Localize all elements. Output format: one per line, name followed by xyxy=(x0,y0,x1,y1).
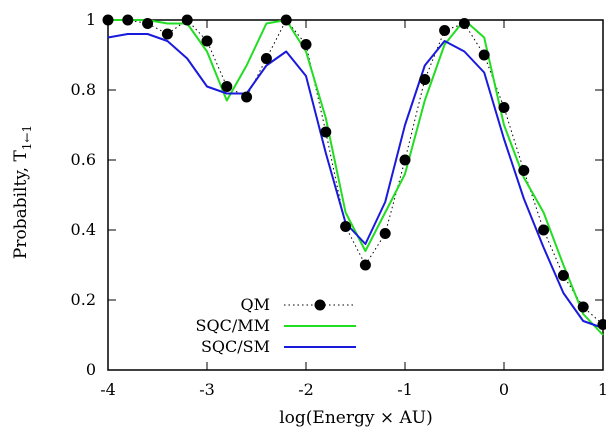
series-line-sqc-mm xyxy=(108,19,604,336)
data-point-qm xyxy=(181,14,193,26)
legend-label-sqc-mm: SQC/MM xyxy=(196,316,270,335)
data-point-qm xyxy=(102,14,114,26)
x-tick-label: -2 xyxy=(298,380,314,399)
data-point-qm xyxy=(142,18,154,29)
x-tick-label: 0 xyxy=(499,380,509,399)
data-point-qm xyxy=(340,221,352,232)
data-point-qm xyxy=(577,301,589,313)
data-point-qm xyxy=(260,53,272,64)
y-tick-label: 0.2 xyxy=(71,290,96,309)
data-point-qm xyxy=(557,270,569,281)
series-line-sqc-sm xyxy=(107,33,604,329)
x-tick-label: -3 xyxy=(199,380,215,399)
data-point-qm xyxy=(379,228,391,239)
x-tick-label: 1 xyxy=(598,380,606,399)
data-point-qm xyxy=(300,39,312,50)
data-point-qm xyxy=(161,28,173,40)
axis-tick-labels: -4 -3 -2 -1 0 1 0 0.2 0.4 0.6 0.8 1 xyxy=(71,10,606,399)
legend-marker-qm xyxy=(314,299,326,311)
y-tick-label: 0.6 xyxy=(71,150,96,169)
y-tick-label: 1 xyxy=(86,10,96,29)
plot-border xyxy=(107,19,604,371)
data-point-qm xyxy=(280,14,292,26)
legend-label-qm: QM xyxy=(241,295,271,314)
y-tick-label: 0.8 xyxy=(71,80,96,99)
data-point-qm xyxy=(122,14,134,26)
data-point-qm xyxy=(478,49,490,61)
data-point-qm xyxy=(320,126,332,138)
data-point-qm xyxy=(597,319,606,330)
data-point-qm xyxy=(538,224,550,236)
axis-ticks xyxy=(107,19,604,371)
y-tick-label: 0.4 xyxy=(71,220,96,239)
y-axis-title-main: Probabilty, T xyxy=(11,150,31,260)
x-tick-label: -4 xyxy=(100,380,116,399)
y-axis-title-subscript: 1←1 xyxy=(20,125,34,150)
plot-area xyxy=(107,19,604,371)
data-point-qm xyxy=(201,35,213,47)
data-point-qm xyxy=(498,102,510,113)
x-axis-title: log(Energy × AU) xyxy=(279,408,433,428)
data-point-qm xyxy=(439,25,451,36)
data-point-qm xyxy=(458,18,470,29)
data-point-qm xyxy=(359,259,371,271)
x-tick-label: -1 xyxy=(397,380,413,399)
series-layer xyxy=(102,14,606,336)
legend-label-sqc-sm: SQC/SM xyxy=(201,337,270,356)
legend: QM SQC/MM SQC/SM xyxy=(196,295,356,356)
y-axis-title: Probabilty, T1←1 xyxy=(11,125,34,259)
y-tick-label: 0 xyxy=(86,360,96,379)
data-point-qm xyxy=(518,165,530,176)
data-point-qm xyxy=(221,81,233,92)
data-point-qm xyxy=(399,154,411,166)
data-point-qm xyxy=(419,74,431,85)
data-point-qm xyxy=(241,91,253,103)
